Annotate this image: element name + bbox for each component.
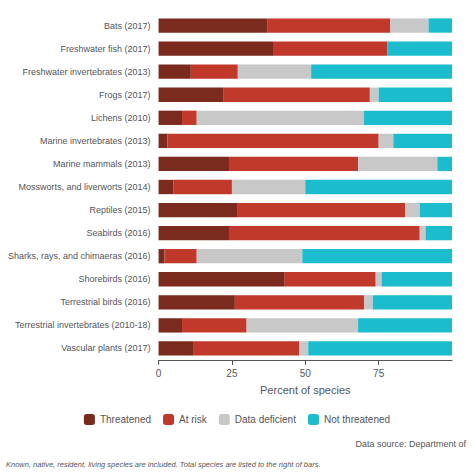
svg-text:Sharks, rays, and chimaeras (2: Sharks, rays, and chimaeras (2016) [8, 251, 151, 261]
svg-text:Marine invertebrates (2013): Marine invertebrates (2013) [40, 136, 151, 146]
svg-text:Terrestrial invertebrates (201: Terrestrial invertebrates (2010-18) [15, 320, 151, 330]
svg-text:Reptiles (2015): Reptiles (2015) [90, 205, 151, 215]
svg-text:Freshwater invertebrates (2013: Freshwater invertebrates (2013) [23, 67, 151, 77]
svg-text:Shorebirds (2016): Shorebirds (2016) [79, 274, 151, 284]
svg-text:Lichens (2010): Lichens (2010) [91, 113, 151, 123]
svg-text:Not threatened: Not threatened [324, 414, 390, 425]
svg-text:Data deficient: Data deficient [235, 414, 296, 425]
svg-text:0: 0 [156, 368, 162, 379]
svg-text:75: 75 [373, 368, 385, 379]
svg-text:25: 25 [226, 368, 238, 379]
svg-text:Threatened: Threatened [100, 414, 151, 425]
svg-text:Seabirds (2016): Seabirds (2016) [87, 228, 151, 238]
svg-text:At risk: At risk [179, 414, 208, 425]
svg-text:Terrestrial birds (2016): Terrestrial birds (2016) [61, 297, 151, 307]
svg-text:Percent of species: Percent of species [260, 384, 351, 396]
svg-text:50: 50 [300, 368, 312, 379]
svg-text:Data source: Department of: Data source: Department of [355, 439, 466, 449]
svg-text:Frogs (2017): Frogs (2017) [99, 90, 151, 100]
svg-text:Bats (2017): Bats (2017) [104, 21, 151, 31]
svg-text:Known, native, resident, livin: Known, native, resident, living species … [6, 460, 320, 469]
svg-text:Mossworts, and liverworts (201: Mossworts, and liverworts (2014) [19, 182, 151, 192]
svg-text:Marine mammals (2013): Marine mammals (2013) [53, 159, 151, 169]
svg-text:Vascular plants (2017): Vascular plants (2017) [61, 343, 150, 353]
svg-text:Freshwater fish (2017): Freshwater fish (2017) [61, 44, 151, 54]
